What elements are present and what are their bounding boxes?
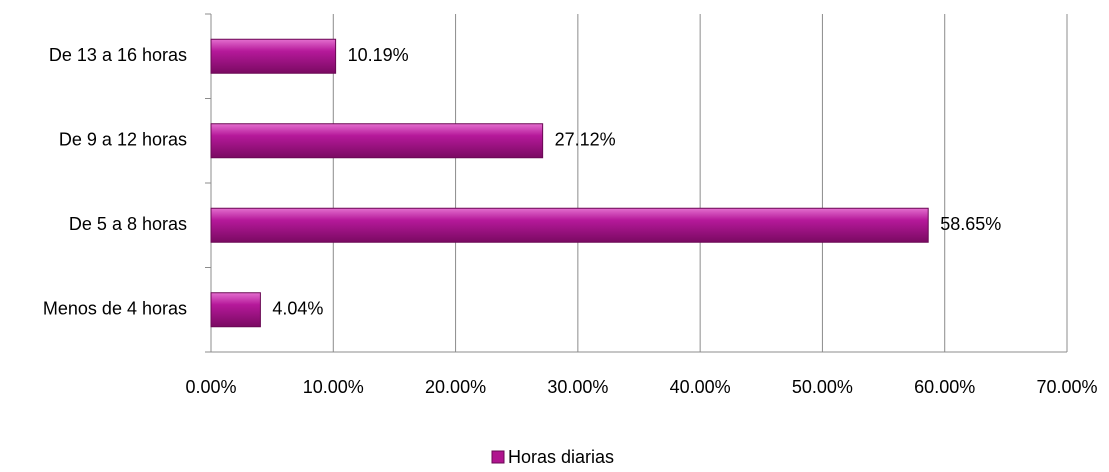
y-tick-label: De 13 a 16 horas [49,45,187,65]
bar [210,292,261,328]
x-tick-label: 20.00% [425,377,486,397]
data-label: 58.65% [940,214,1001,234]
y-tick-label: De 9 a 12 horas [59,130,187,150]
data-label: 10.19% [348,45,409,65]
bar [210,123,544,159]
legend-label: Horas diarias [508,447,614,467]
x-tick-label: 0.00% [185,377,236,397]
bar [210,38,337,74]
data-label: 27.12% [555,130,616,150]
x-tick-label: 50.00% [792,377,853,397]
y-tick-label: Menos de 4 horas [43,299,187,319]
x-tick-label: 30.00% [547,377,608,397]
y-tick-label: De 5 a 8 horas [69,214,187,234]
x-tick-label: 40.00% [670,377,731,397]
bar [210,207,929,243]
x-tick-label: 60.00% [914,377,975,397]
legend-swatch [491,450,505,464]
x-tick-label: 70.00% [1036,377,1097,397]
x-tick-label: 10.00% [303,377,364,397]
data-label: 4.04% [272,299,323,319]
